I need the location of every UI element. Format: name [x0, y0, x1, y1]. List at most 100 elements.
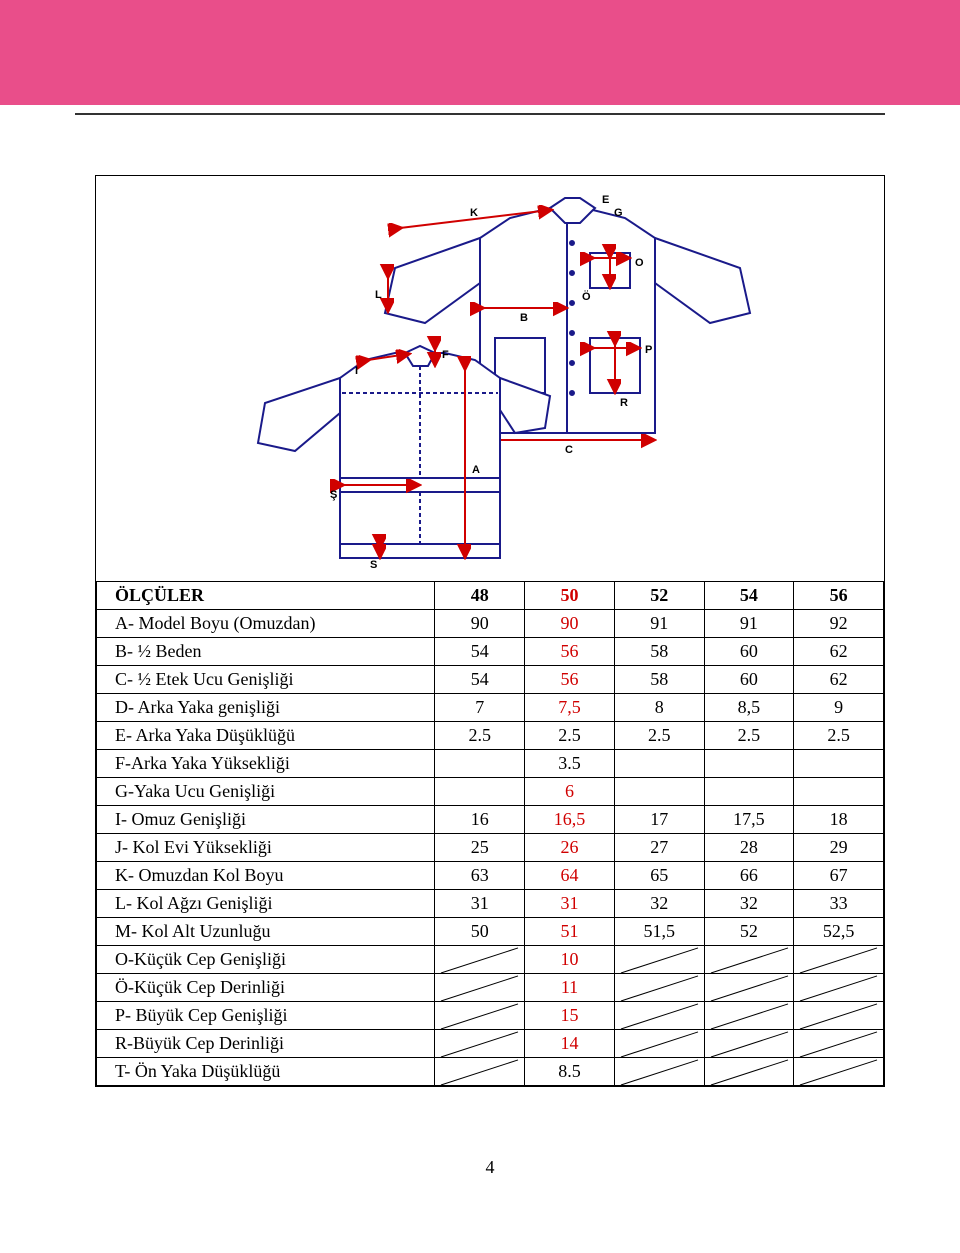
row-value: 27 [614, 834, 704, 862]
table-row: B- ½ Beden5456586062 [97, 638, 884, 666]
row-value: 62 [794, 638, 884, 666]
size-col: 52 [614, 582, 704, 610]
table-row: J- Kol Evi Yüksekliği2526272829 [97, 834, 884, 862]
row-value: 25 [435, 834, 525, 862]
table-row: G-Yaka Ucu Genişliği6 [97, 778, 884, 806]
row-value: 16,5 [525, 806, 615, 834]
table-row: I- Omuz Genişliği1616,51717,518 [97, 806, 884, 834]
diagram-label-c: C [565, 444, 573, 456]
row-value: 17,5 [704, 806, 794, 834]
row-value [794, 946, 884, 974]
row-value [614, 750, 704, 778]
row-value: 62 [794, 666, 884, 694]
row-value: 58 [614, 638, 704, 666]
row-value [704, 778, 794, 806]
row-value [794, 1058, 884, 1086]
table-row: Ö-Küçük Cep Derinliği11 [97, 974, 884, 1002]
diagram-label-ss: Ş [330, 489, 337, 501]
diagram-label-r: R [620, 397, 628, 409]
table-row: D- Arka Yaka genişliği77,588,59 [97, 694, 884, 722]
row-value: 8 [614, 694, 704, 722]
row-value [614, 1058, 704, 1086]
row-value [435, 778, 525, 806]
size-col: 56 [794, 582, 884, 610]
row-value [614, 974, 704, 1002]
measurement-table: ÖLÇÜLER 48 50 52 54 56 A- Model Boyu (Om… [96, 581, 884, 1086]
header-title: ÖLÇÜLER [97, 582, 435, 610]
row-value: 54 [435, 666, 525, 694]
table-header-row: ÖLÇÜLER 48 50 52 54 56 [97, 582, 884, 610]
row-label: A- Model Boyu (Omuzdan) [97, 610, 435, 638]
row-value: 8,5 [704, 694, 794, 722]
row-value: 15 [525, 1002, 615, 1030]
row-value: 14 [525, 1030, 615, 1058]
row-value: 52,5 [794, 918, 884, 946]
row-value [794, 1002, 884, 1030]
row-value: 64 [525, 862, 615, 890]
row-value: 26 [525, 834, 615, 862]
row-label: E- Arka Yaka Düşüklüğü [97, 722, 435, 750]
header-band [0, 0, 960, 105]
row-value [435, 1058, 525, 1086]
row-label: K- Omuzdan Kol Boyu [97, 862, 435, 890]
row-label: F-Arka Yaka Yüksekliği [97, 750, 435, 778]
table-row: O-Küçük Cep Genişliği 10 [97, 946, 884, 974]
row-label: D- Arka Yaka genişliği [97, 694, 435, 722]
row-value [435, 1002, 525, 1030]
row-value [794, 1030, 884, 1058]
diagram-label-o: O [635, 257, 644, 269]
row-value [614, 778, 704, 806]
size-col: 50 [525, 582, 615, 610]
row-value: 66 [704, 862, 794, 890]
row-value: 90 [435, 610, 525, 638]
row-value: 52 [704, 918, 794, 946]
table-row: R-Büyük Cep Derinliği 14 [97, 1030, 884, 1058]
row-label: M- Kol Alt Uzunluğu [97, 918, 435, 946]
row-label: O-Küçük Cep Genişliği [97, 946, 435, 974]
row-label: L- Kol Ağzı Genişliği [97, 890, 435, 918]
table-row: F-Arka Yaka Yüksekliği3.5 [97, 750, 884, 778]
measurement-block: K L B E G O Ö P R C [95, 175, 885, 1087]
row-value: 56 [525, 666, 615, 694]
diagram-label-l: L [375, 289, 382, 301]
diagram-label-a: A [472, 464, 480, 476]
row-value: 33 [794, 890, 884, 918]
table-row: T- Ön Yaka Düşüklüğü8.5 [97, 1058, 884, 1086]
row-value: 9 [794, 694, 884, 722]
diagram-label-s: S [370, 559, 377, 568]
row-value: 7,5 [525, 694, 615, 722]
row-value [435, 946, 525, 974]
row-value: 51,5 [614, 918, 704, 946]
row-value: 16 [435, 806, 525, 834]
row-value: 2.5 [525, 722, 615, 750]
row-value: 7 [435, 694, 525, 722]
size-col: 54 [704, 582, 794, 610]
page-number: 4 [95, 1157, 885, 1178]
row-label: B- ½ Beden [97, 638, 435, 666]
diagram-label-p: P [645, 344, 652, 356]
row-value [704, 1058, 794, 1086]
row-value: 2.5 [435, 722, 525, 750]
row-value: 51 [525, 918, 615, 946]
row-label: G-Yaka Ucu Genişliği [97, 778, 435, 806]
row-label: I- Omuz Genişliği [97, 806, 435, 834]
row-value: 10 [525, 946, 615, 974]
row-value: 63 [435, 862, 525, 890]
row-label: P- Büyük Cep Genişliği [97, 1002, 435, 1030]
row-value [614, 1030, 704, 1058]
row-value: 50 [435, 918, 525, 946]
row-value: 91 [614, 610, 704, 638]
table-row: P- Büyük Cep Genişliği 15 [97, 1002, 884, 1030]
page-content: K L B E G O Ö P R C [0, 115, 960, 1208]
row-value: 2.5 [794, 722, 884, 750]
table-row: L- Kol Ağzı Genişliği3131323233 [97, 890, 884, 918]
row-value [794, 974, 884, 1002]
row-label: C- ½ Etek Ucu Genişliği [97, 666, 435, 694]
row-value [794, 750, 884, 778]
row-value: 31 [435, 890, 525, 918]
row-label: R-Büyük Cep Derinliği [97, 1030, 435, 1058]
diagram-label-e: E [602, 194, 609, 206]
table-row: K- Omuzdan Kol Boyu6364656667 [97, 862, 884, 890]
row-value: 2.5 [614, 722, 704, 750]
row-value [704, 1030, 794, 1058]
